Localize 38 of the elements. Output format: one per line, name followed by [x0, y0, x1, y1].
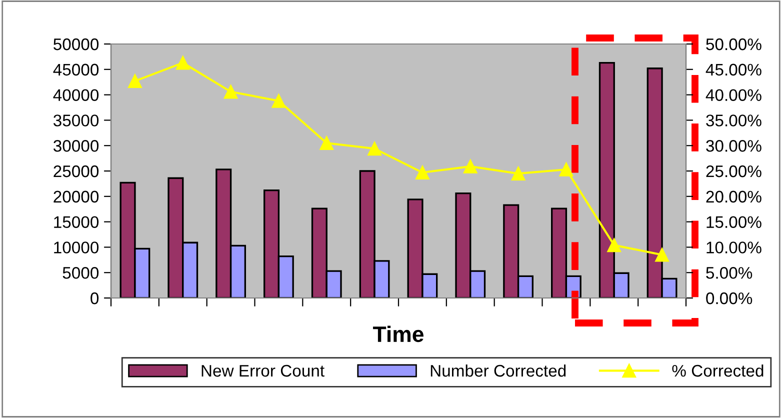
- y2-tick-label: 40.00%: [706, 89, 762, 102]
- y2-tick-label: 30.00%: [706, 140, 762, 152]
- y-tick-label: 40000: [53, 89, 99, 102]
- point: [511, 166, 526, 180]
- y-tick-label: 50000: [54, 38, 99, 50]
- legend-label: New Error Count: [202, 364, 324, 377]
- legend-label: % Corrected: [672, 364, 764, 377]
- x-axis-title: Time: [373, 326, 424, 342]
- point: [224, 84, 238, 99]
- y2-tick-label: 10.00%: [706, 242, 762, 254]
- y2-tick-label: 50.00%: [706, 38, 762, 50]
- y2-tick-label: 0.00%: [706, 292, 752, 304]
- y-tick-label: 15000: [54, 216, 99, 228]
- y-tick-label: 45000: [53, 64, 99, 76]
- y-tick-label: 25000: [54, 165, 99, 178]
- y-tick-label: 20000: [54, 190, 99, 203]
- legend-label: Number Corrected: [430, 364, 566, 377]
- point: [320, 136, 334, 150]
- y2-tick-label: 20.00%: [706, 190, 762, 203]
- y-tick-label: 5000: [62, 267, 99, 279]
- y2-tick-label: 45.00%: [706, 64, 762, 76]
- point: [368, 142, 382, 156]
- point: [607, 238, 622, 252]
- y2-tick-label: 25.00%: [706, 165, 762, 178]
- point: [559, 162, 574, 176]
- point: [272, 94, 286, 108]
- point: [463, 159, 478, 174]
- y2-tick-label: 5.00%: [706, 267, 752, 279]
- y2-tick-label: 35.00%: [706, 114, 762, 126]
- point: [176, 56, 190, 70]
- y-tick-label: 35000: [53, 114, 99, 126]
- y-tick-label: 30000: [53, 140, 99, 152]
- y-tick-label: 10000: [54, 242, 99, 254]
- point: [655, 248, 669, 262]
- y2-tick-label: 15.00%: [706, 216, 762, 228]
- y-tick-label: 0: [90, 292, 99, 304]
- point: [128, 74, 142, 88]
- point: [416, 166, 430, 180]
